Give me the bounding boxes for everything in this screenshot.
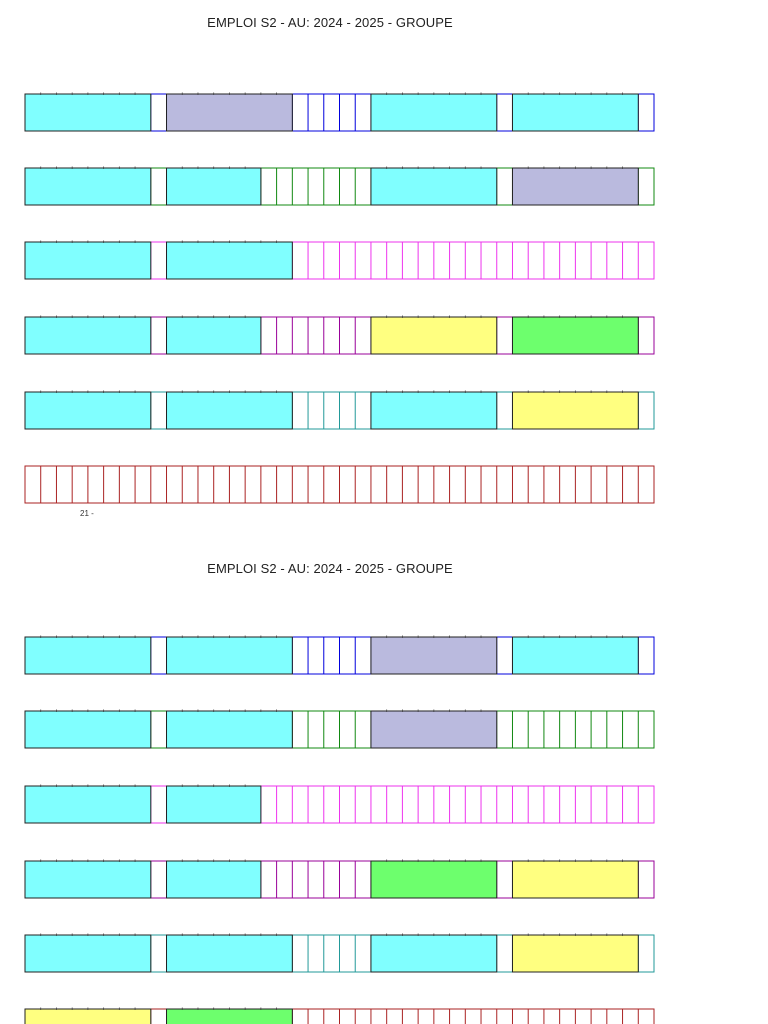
course-block[interactable] (370, 391, 498, 430)
day-row (24, 933, 655, 973)
course-block[interactable] (24, 860, 152, 899)
course-block[interactable] (166, 860, 262, 899)
course-block[interactable] (166, 785, 262, 824)
course-block[interactable] (24, 241, 152, 280)
day-row (24, 390, 655, 430)
course-block[interactable] (166, 934, 293, 973)
course-block[interactable] (166, 636, 293, 675)
day-row (24, 635, 655, 675)
course-block[interactable] (370, 860, 498, 899)
course-block[interactable] (370, 316, 498, 355)
course-block[interactable] (166, 93, 293, 132)
course-block[interactable] (166, 241, 293, 280)
course-block[interactable] (24, 391, 152, 430)
day-row (24, 465, 655, 504)
course-block[interactable] (24, 710, 152, 749)
course-block[interactable] (511, 636, 639, 675)
course-block[interactable] (511, 860, 639, 899)
course-block[interactable] (24, 785, 152, 824)
course-block[interactable] (370, 93, 498, 132)
day-row (24, 166, 655, 206)
course-block[interactable] (511, 316, 639, 355)
course-block[interactable] (511, 93, 639, 132)
day-row (24, 315, 655, 355)
day-row (24, 709, 655, 749)
page-footer: 21 - (80, 509, 94, 518)
page-title: EMPLOI S2 - AU: 2024 - 2025 - GROUPE (207, 15, 453, 30)
day-row (24, 1007, 655, 1024)
course-block[interactable] (166, 391, 293, 430)
course-block[interactable] (24, 1008, 152, 1024)
course-block[interactable] (166, 167, 262, 206)
course-block[interactable] (166, 1008, 293, 1024)
day-row (24, 92, 655, 132)
course-block[interactable] (166, 316, 262, 355)
course-block[interactable] (370, 636, 498, 675)
course-block[interactable] (24, 636, 152, 675)
course-block[interactable] (24, 316, 152, 355)
course-block[interactable] (24, 167, 152, 206)
course-block[interactable] (511, 167, 639, 206)
course-block[interactable] (370, 167, 498, 206)
day-row (24, 784, 655, 824)
course-block[interactable] (24, 93, 152, 132)
course-block[interactable] (511, 391, 639, 430)
day-row (24, 859, 655, 899)
course-block[interactable] (370, 934, 498, 973)
day-row (24, 240, 655, 280)
course-block[interactable] (370, 710, 498, 749)
course-block[interactable] (166, 710, 293, 749)
course-block[interactable] (511, 934, 639, 973)
course-block[interactable] (24, 934, 152, 973)
page-title: EMPLOI S2 - AU: 2024 - 2025 - GROUPE (207, 561, 453, 576)
